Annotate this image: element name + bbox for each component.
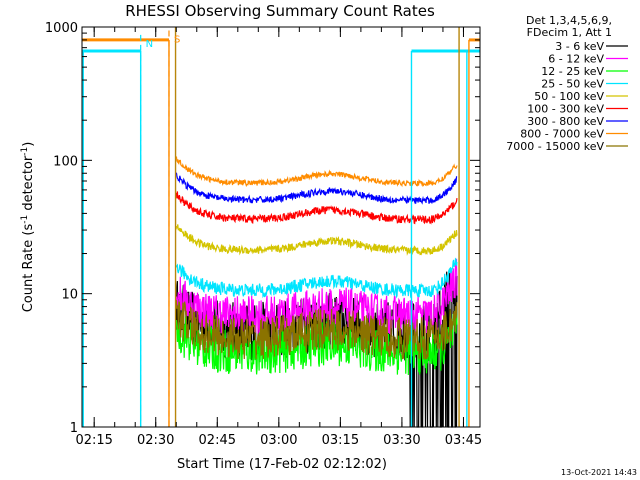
y-tick-label: 1 [70, 421, 78, 436]
legend-header-line: FDecim 1, Att 1 [527, 26, 612, 39]
legend-label: 12 - 25 keV [541, 65, 604, 78]
y-tick-label: 10 [61, 288, 78, 303]
legend-label: 50 - 100 keV [534, 90, 604, 103]
x-tick-label: 03:00 [260, 433, 297, 448]
marker-label-1: S [174, 34, 180, 45]
x-tick-label: 02:45 [199, 433, 236, 448]
legend-label: 6 - 12 keV [548, 53, 604, 66]
axes: 1 10 100 1000 02:15 02:30 02:45 03:00 03:15 03:30… [45, 21, 482, 448]
x-axis-label: Start Time (17-Feb-02 02:12:02) [177, 457, 387, 472]
timestamp: 13-Oct-2021 14:43 [561, 468, 637, 477]
series-line-4 [175, 224, 458, 256]
y-axis-label-sup1: -1 [20, 215, 30, 224]
y-tick-label: 100 [53, 154, 78, 169]
series-line-1 [175, 258, 458, 336]
x-tick-label: 03:15 [322, 433, 359, 448]
y-axis-label-main: Count Rate (s [21, 224, 36, 313]
legend-label: 7000 - 15000 keV [506, 140, 604, 153]
x-tick-label: 02:30 [137, 433, 174, 448]
y-tick-label: 1000 [45, 21, 78, 36]
y-axis-label-mid: detector [21, 155, 36, 215]
legend-label: 3 - 6 keV [555, 40, 604, 53]
series-line-5 [175, 191, 458, 225]
series-line-6 [175, 172, 458, 205]
chart-title: RHESSI Observing Summary Count Rates [125, 2, 435, 20]
y-axis-label-end: ) [21, 142, 36, 147]
series-line-3 [175, 257, 458, 299]
legend-label: 300 - 800 keV [527, 115, 604, 128]
series-line-8 [175, 300, 458, 360]
legend-label: 100 - 300 keV [527, 103, 604, 116]
x-tick-label: 02:15 [75, 433, 112, 448]
plot-frame [81, 26, 481, 428]
legend: Det 1,3,4,5,6,9,FDecim 1, Att 13 - 6 keV… [506, 14, 628, 153]
legend-label: 25 - 50 keV [541, 78, 604, 91]
legend-label: 800 - 7000 keV [520, 128, 604, 141]
x-tick-label: 03:45 [445, 433, 482, 448]
y-axis-label-sup2: -1 [20, 147, 30, 156]
y-axis-label: Count Rate (s-1 detector-1) [20, 142, 36, 313]
x-tick-label: 03:30 [383, 433, 420, 448]
marker-label-0: N [146, 39, 153, 50]
legend-header-line: Det 1,3,4,5,6,9, [526, 14, 612, 27]
series-line-7 [175, 156, 458, 188]
